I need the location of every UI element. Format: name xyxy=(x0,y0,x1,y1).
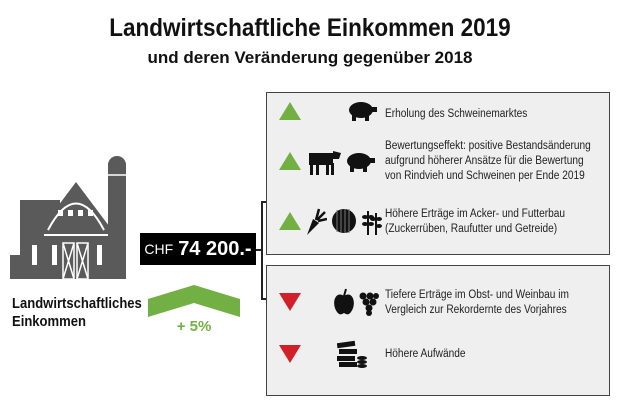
income-label: Landwirtschaftliches Einkommen xyxy=(12,295,142,331)
money-icon xyxy=(337,340,367,368)
down-triangle-icon xyxy=(279,293,301,311)
grain-icon xyxy=(362,211,382,235)
apple-icon xyxy=(334,288,354,315)
hay-bale-icon xyxy=(332,209,356,233)
grapes-icon xyxy=(359,292,379,316)
factor-text: Höhere Aufwände xyxy=(385,348,466,360)
page-subtitle: und deren Veränderung gegenüber 2018 xyxy=(147,48,473,67)
factor-text: (Zuckerrüben, Raufutter und Getreide) xyxy=(385,223,558,235)
cow-icon xyxy=(309,151,341,175)
positive-factors-panel: Erholung des Schweinemarktes Bewertungse… xyxy=(266,92,610,255)
increase-chevron-icon xyxy=(148,285,240,317)
negative-factors-panel: Tiefere Erträge im Obst- und Weinbau im … xyxy=(266,265,610,396)
income-value: 74 200.- xyxy=(178,237,252,260)
barn-icon xyxy=(10,156,126,280)
income-label-line: Landwirtschaftliches xyxy=(12,296,142,312)
factor-text: Tiefere Erträge im Obst- und Weinbau im xyxy=(385,289,569,301)
factor-text: Erholung des Schweinemarktes xyxy=(385,108,528,120)
connector-line xyxy=(261,298,267,300)
currency: CHF xyxy=(144,241,174,257)
factor-text: Vergleich zur Rekordernte des Vorjahres xyxy=(385,304,567,316)
connector-line xyxy=(256,249,262,251)
pig-icon xyxy=(349,102,377,121)
down-triangle-icon xyxy=(279,345,301,363)
connector-line xyxy=(261,201,263,299)
pig-icon xyxy=(347,153,375,172)
up-triangle-icon xyxy=(279,152,301,170)
income-label-line: Einkommen xyxy=(12,314,86,330)
page-title: Landwirtschaftliche Einkommen 2019 xyxy=(109,14,511,42)
factor-text: Höhere Erträge im Acker- und Futterbau xyxy=(385,208,566,220)
sugar-beet-icon xyxy=(307,208,327,235)
factor-text: Bewertungseffekt: positive Bestandsänder… xyxy=(385,140,591,152)
connector-line xyxy=(261,201,267,203)
up-triangle-icon xyxy=(279,212,301,230)
up-triangle-icon xyxy=(279,102,301,120)
factor-text: aufgrund höherer Ansätze für die Bewertu… xyxy=(385,155,584,167)
factor-text: von Rindvieh und Schweinen per Ende 2019 xyxy=(385,170,585,182)
income-change: + 5% xyxy=(176,318,212,335)
income-value-box: CHF 74 200.- xyxy=(140,233,256,265)
